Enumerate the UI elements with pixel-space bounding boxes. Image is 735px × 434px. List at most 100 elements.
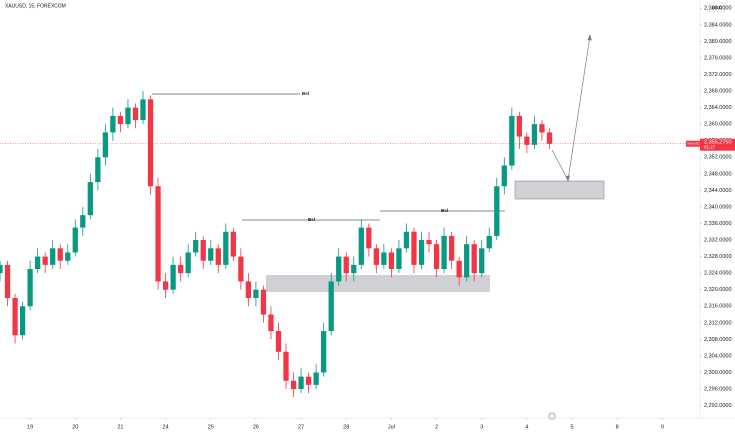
y-tick-label: 2,360.0000 (704, 122, 732, 128)
candle-body (479, 248, 485, 274)
y-tick-label: 2,312.0000 (704, 320, 732, 326)
currency-label: USD (712, 5, 723, 11)
currency-box[interactable] (708, 2, 726, 13)
candle-body (298, 376, 304, 390)
y-tick-label: 2,320.0000 (704, 287, 732, 293)
symbol-tag (686, 140, 700, 147)
level-label: Bsl (302, 91, 309, 96)
candle-body (42, 256, 48, 265)
symbol-title: XAUUSD, 15, FOREXCOM (5, 3, 66, 9)
candle-body (230, 231, 236, 257)
x-tick-label: Jul (388, 424, 395, 430)
candle-body (494, 186, 500, 236)
candle-body (539, 124, 545, 133)
candle-body (35, 256, 41, 270)
y-tick-label: 2,316.0000 (704, 304, 732, 310)
x-tick-label: 20 (72, 424, 78, 430)
y-tick-label: 2,352.0000 (704, 155, 732, 161)
candle-body (87, 182, 93, 216)
candle-body (253, 289, 259, 298)
x-tick-label: 9 (661, 424, 664, 430)
candle-body (381, 252, 387, 265)
y-tick-label: 2,336.0000 (704, 221, 732, 227)
arrow-head (587, 34, 592, 41)
candle-body (456, 260, 462, 278)
candle-body (305, 376, 312, 385)
candle-body (441, 235, 447, 270)
x-tick-label: 5 (571, 424, 574, 430)
candle-body (336, 256, 342, 282)
candle-body (321, 331, 327, 373)
y-tick-label: 2,376.0000 (704, 55, 732, 61)
candle-body (215, 248, 221, 265)
candle-body (328, 281, 334, 332)
y-tick-label: 2,296.0000 (704, 386, 732, 392)
y-tick-label: 2,372.0000 (704, 72, 732, 78)
y-tick-label: 2,328.0000 (704, 254, 732, 260)
countdown-label: 01:27 (704, 144, 716, 149)
candle-body (433, 244, 440, 270)
candle-body (102, 132, 109, 158)
candle-body (223, 231, 229, 265)
candle-body (366, 227, 372, 249)
candle-body (238, 256, 244, 282)
candle-body (464, 244, 470, 278)
y-tick-label: 2,364.0000 (704, 105, 732, 111)
last-price-label: 2,355.2750 (704, 140, 732, 146)
x-tick-label: 28 (343, 424, 349, 430)
candle-body (193, 240, 199, 253)
goto-button[interactable] (548, 412, 556, 420)
candle-body (411, 231, 417, 265)
candle-body (531, 124, 538, 145)
candle-body (403, 231, 410, 249)
candle-body (358, 227, 364, 265)
y-tick-label: 2,368.0000 (704, 89, 732, 95)
candle-body (110, 115, 116, 133)
level-label: Bsl (308, 217, 315, 222)
y-tick-label: 2,340.0000 (704, 204, 732, 210)
candle-body (268, 314, 274, 332)
candle-body (208, 248, 214, 261)
zone (266, 275, 490, 292)
x-tick-label: 26 (253, 424, 259, 430)
candle-body (4, 264, 11, 298)
y-tick-label: 2,304.0000 (704, 353, 732, 359)
candle-body (396, 248, 402, 270)
candle-body (117, 115, 124, 125)
x-tick-label: 25 (208, 424, 214, 430)
candle-body (19, 306, 26, 336)
candle-body (351, 264, 357, 274)
candle-body (388, 252, 395, 270)
x-tick-label: 4 (525, 424, 528, 430)
candle-body (448, 235, 455, 261)
candle-body (313, 372, 319, 385)
last-price-tag (700, 138, 735, 151)
y-tick-label: 2,324.0000 (704, 271, 732, 277)
candle-body (50, 248, 56, 265)
candle-body (275, 331, 282, 352)
candle-body (27, 269, 33, 307)
x-tick-label: 24 (163, 424, 169, 430)
candle-body (516, 115, 522, 137)
candle-body (546, 132, 553, 144)
x-tick-label: 27 (298, 424, 304, 430)
candle-body (426, 240, 432, 245)
candle-body (486, 235, 492, 249)
candle-body (283, 351, 289, 381)
level-label: Bsl (441, 208, 448, 213)
candle-body (290, 380, 297, 390)
y-tick-label: 2,348.0000 (704, 171, 732, 177)
candle-body (178, 264, 184, 274)
candle-body (170, 264, 176, 290)
candle-body (162, 281, 169, 290)
candle-body (501, 165, 507, 187)
candle-body (260, 289, 267, 315)
candle-body (155, 186, 161, 282)
arrow-head (565, 175, 570, 182)
y-tick-label: 2,388.0000 (704, 6, 732, 12)
candle-body (0, 264, 3, 274)
candle-body (57, 248, 63, 261)
y-tick-label: 2,344.0000 (704, 188, 732, 194)
